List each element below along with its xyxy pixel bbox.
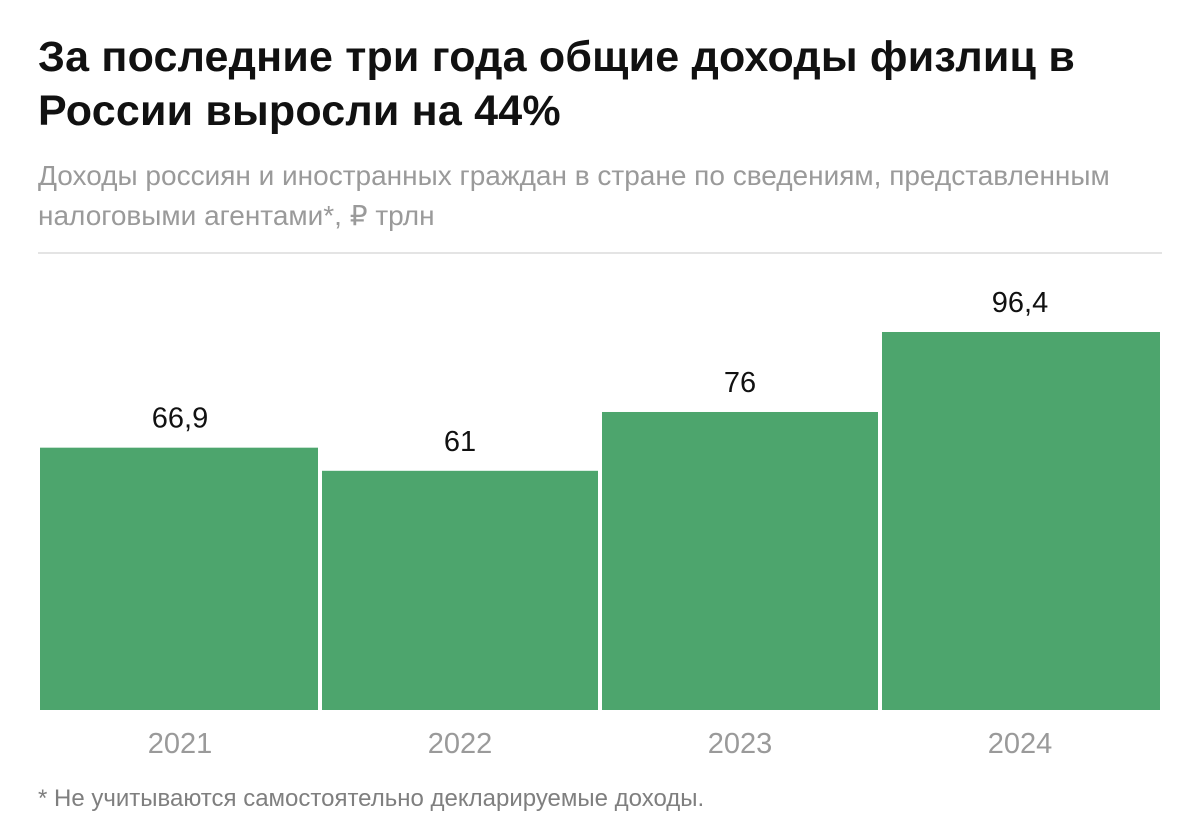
x-tick-label-2023: 2023 — [708, 728, 773, 760]
value-label-2023: 76 — [724, 367, 756, 399]
bar-2023 — [602, 411, 878, 710]
bar-2021 — [40, 447, 318, 710]
x-tick-label-2021: 2021 — [148, 728, 213, 760]
x-tick-label-2022: 2022 — [428, 728, 493, 760]
bar-2024 — [882, 332, 1160, 710]
chart-footnote: * Не учитываются самостоятельно декларир… — [38, 785, 705, 812]
value-label-2022: 61 — [444, 426, 476, 458]
bar-2022 — [322, 470, 598, 710]
chart-title: За последние три года общие доходы физли… — [38, 33, 1075, 135]
bar-chart: 66,9 2021 61 2022 76 2023 96,4 2024 — [40, 287, 1160, 760]
value-label-2024: 96,4 — [992, 287, 1048, 319]
chart-subtitle: Доходы россиян и иностранных граждан в с… — [38, 160, 1110, 231]
header-divider — [38, 252, 1162, 254]
value-label-2021: 66,9 — [152, 403, 208, 435]
x-tick-label-2024: 2024 — [988, 728, 1053, 760]
